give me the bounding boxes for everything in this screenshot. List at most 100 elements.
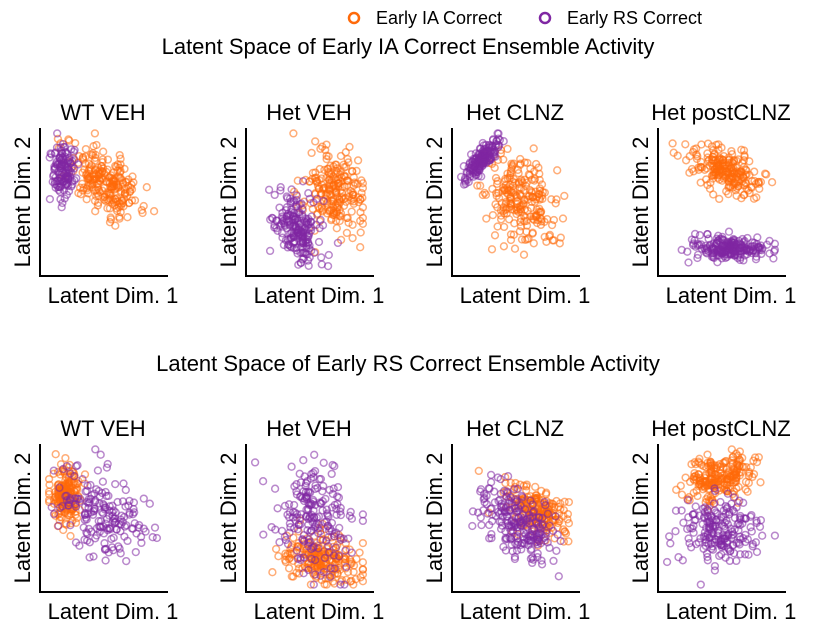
scatter-point — [103, 204, 112, 213]
scatter-point — [103, 459, 112, 469]
scatter-point — [250, 458, 260, 467]
series-points — [668, 139, 777, 204]
scatter-point — [710, 566, 720, 575]
scatter-point — [493, 176, 502, 186]
scatter-point — [120, 512, 129, 522]
scatter-point — [102, 491, 111, 501]
scatter-point — [320, 518, 329, 527]
scatter-point — [45, 480, 54, 489]
scatter-point — [723, 477, 732, 486]
scatter-point — [290, 482, 299, 491]
scatter-point — [677, 506, 686, 515]
legend-label-ia: Early IA Correct — [376, 8, 502, 28]
scatter-point — [330, 564, 339, 573]
scatter-point — [281, 555, 290, 565]
scatter-point — [98, 477, 108, 486]
scatter-point — [490, 231, 500, 240]
y-axis-label: Latent Dim. 2 — [216, 137, 241, 268]
scatter-point — [311, 177, 321, 186]
scatter-point — [298, 534, 307, 544]
scatter-point — [342, 562, 351, 572]
scatter-point — [134, 520, 144, 530]
scatter-point — [84, 503, 93, 513]
scatter-point — [113, 166, 122, 175]
scatter-point — [109, 506, 118, 515]
scatter-point — [722, 531, 731, 541]
scatter-point — [512, 546, 522, 555]
scatter-point — [310, 248, 319, 257]
scatter-point — [476, 159, 485, 168]
scatter-point — [719, 458, 728, 467]
scatter-point — [299, 569, 308, 578]
scatter-point — [49, 509, 59, 519]
scatter-panel: Het VEH Latent Dim. 2 Latent Dim. 1 — [216, 416, 384, 624]
scatter-point — [530, 525, 539, 535]
y-axis-label: Latent Dim. 2 — [628, 453, 653, 584]
scatter-point — [552, 546, 561, 555]
y-axis-label: Latent Dim. 2 — [628, 137, 653, 268]
scatter-point — [355, 548, 364, 557]
scatter-point — [304, 538, 314, 547]
scatter-point — [139, 201, 148, 211]
scatter-point — [122, 556, 131, 566]
scatter-point — [501, 535, 510, 544]
scatter-point — [485, 520, 494, 530]
scatter-point — [115, 212, 124, 222]
scatter-point — [83, 181, 93, 190]
panel-title: Het VEH — [266, 100, 352, 125]
scatter-point — [306, 226, 316, 235]
scatter-point — [311, 173, 321, 182]
scatter-point — [752, 547, 762, 557]
scatter-point — [65, 136, 74, 145]
section-title-rs: Latent Space of Early RS Correct Ensembl… — [156, 351, 660, 376]
scatter-point — [501, 186, 510, 195]
scatter-point — [142, 183, 151, 192]
scatter-point — [735, 170, 745, 179]
scatter-point — [95, 527, 104, 536]
scatter-point — [531, 187, 540, 196]
scatter-point — [739, 256, 748, 265]
scatter-point — [292, 200, 301, 209]
scatter-point — [121, 502, 130, 511]
scatter-point — [322, 505, 331, 514]
scatter-point — [523, 235, 532, 244]
scatter-point — [303, 256, 313, 265]
scatter-point — [709, 245, 718, 254]
scatter-point — [710, 561, 720, 571]
scatter-point — [330, 500, 339, 510]
scatter-point — [315, 475, 324, 484]
scatter-point — [325, 485, 334, 495]
series-points — [662, 484, 780, 589]
scatter-point — [258, 477, 268, 486]
scatter-point — [115, 150, 124, 160]
scatter-point — [347, 548, 356, 557]
scatter-point — [316, 527, 325, 536]
series-points — [289, 129, 368, 257]
scatter-point — [732, 538, 741, 548]
scatter-panel: Het VEH Latent Dim. 2 Latent Dim. 1 — [216, 100, 384, 308]
scatter-point — [717, 539, 726, 548]
scatter-point — [459, 162, 468, 171]
scatter-point — [62, 462, 71, 471]
scatter-point — [60, 508, 70, 518]
scatter-point — [293, 249, 302, 258]
scatter-point — [149, 207, 159, 216]
scatter-point — [468, 507, 478, 516]
scatter-point — [540, 497, 549, 507]
scatter-point — [525, 519, 535, 528]
scatter-point — [537, 486, 546, 496]
scatter-point — [312, 194, 322, 204]
scatter-point — [502, 197, 511, 207]
scatter-point — [560, 497, 569, 506]
scatter-point — [66, 469, 75, 478]
scatter-point — [307, 554, 316, 564]
scatter-point — [711, 516, 721, 525]
scatter-point — [687, 164, 697, 174]
legend-marker-ia — [347, 11, 361, 25]
panel-title: WT VEH — [60, 416, 145, 441]
scatter-point — [724, 183, 733, 192]
scatter-point — [58, 157, 67, 167]
scatter-point — [83, 186, 92, 195]
scatter-point — [715, 234, 725, 244]
scatter-point — [115, 544, 124, 553]
